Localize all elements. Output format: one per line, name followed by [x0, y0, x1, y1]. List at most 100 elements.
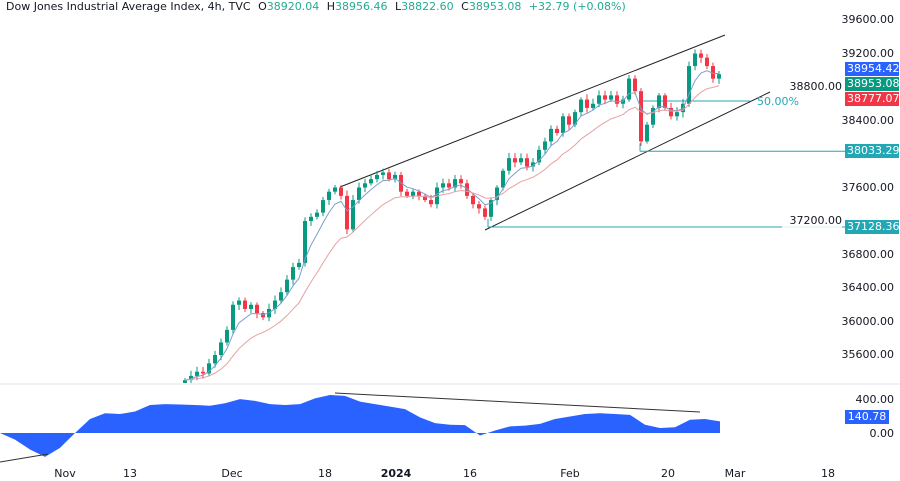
- channel-lower-line: [484, 91, 771, 231]
- high-label: H: [326, 0, 336, 13]
- close-value: 38953.08: [468, 0, 522, 13]
- price-pane: [183, 34, 845, 383]
- channel-upper-line: [339, 34, 726, 188]
- candle-body: [693, 53, 697, 67]
- candle-body: [507, 158, 511, 171]
- candle-body: [711, 66, 715, 79]
- price-tag: 38953.08: [845, 77, 900, 91]
- candle-body: [549, 128, 553, 142]
- ohlc-high: H38956.46: [327, 0, 388, 13]
- price-axis-label: 39600.00: [841, 13, 895, 26]
- candle-body: [555, 128, 559, 134]
- candle-body: [231, 304, 235, 330]
- price-axis-label: 35600.00: [841, 348, 895, 361]
- candle-body: [705, 57, 709, 67]
- ohlc-open: O38920.04: [258, 0, 319, 13]
- candle-body: [537, 149, 541, 163]
- candle-body: [387, 172, 391, 180]
- price-tag: 38777.07: [845, 92, 900, 106]
- price-axis-label: 36800.00: [841, 247, 895, 261]
- candle-body: [381, 172, 385, 175]
- candle-body: [183, 380, 187, 383]
- candle-body: [441, 183, 445, 188]
- oscillator-divergence-line: [334, 392, 701, 413]
- close-label: C: [461, 0, 469, 13]
- level-tag: 37128.36: [845, 219, 900, 234]
- candle-body: [303, 221, 307, 263]
- candle-body: [195, 371, 199, 376]
- price-axis-label: 36000.00: [841, 314, 895, 328]
- candle-body: [333, 187, 337, 192]
- candle-body: [339, 187, 343, 196]
- candle-body: [471, 195, 475, 205]
- low-label: L: [395, 0, 402, 13]
- candle-body: [657, 95, 661, 108]
- candle-body: [543, 141, 547, 150]
- ohlc-close: C38953.08: [461, 0, 521, 13]
- candle-body: [651, 107, 655, 125]
- candle-body: [249, 304, 253, 309]
- candle-body: [225, 329, 229, 343]
- price-tag: 38954.42: [845, 62, 900, 76]
- candle-body: [489, 200, 493, 217]
- candle-body: [717, 74, 721, 79]
- candle-body: [285, 279, 289, 293]
- change-value: +32.79 (+0.08%): [528, 0, 626, 13]
- open-value: 38920.04: [266, 0, 320, 13]
- candle-body: [213, 355, 217, 364]
- time-axis-label: Feb: [560, 467, 580, 480]
- candle-body: [429, 200, 433, 205]
- time-axis-label: 13: [123, 467, 137, 480]
- candle-body: [615, 95, 619, 104]
- oscillator-value-tag: 140.78: [845, 410, 889, 424]
- candle-body: [351, 200, 355, 230]
- candle-body: [483, 208, 487, 217]
- candle-body: [279, 292, 283, 301]
- candle-body: [405, 191, 409, 196]
- candle-body: [417, 191, 421, 196]
- low-value: 38822.60: [401, 0, 454, 13]
- high-value: 38956.46: [335, 0, 388, 13]
- candle-body: [315, 212, 319, 217]
- candle-body: [369, 179, 373, 184]
- candle-body: [207, 363, 211, 374]
- candle-body: [525, 158, 529, 167]
- candle-body: [273, 300, 277, 309]
- candle-body: [501, 170, 505, 188]
- time-axis-label: 20: [661, 467, 675, 480]
- candle-body: [219, 342, 223, 355]
- candle-body: [573, 112, 577, 125]
- candle-body: [465, 183, 469, 196]
- price-axis-label: 38800.00: [782, 80, 842, 94]
- candle-body: [561, 116, 565, 134]
- candle-body: [423, 195, 427, 201]
- price-axis-label: 38400.00: [841, 113, 895, 127]
- candle-body: [603, 95, 607, 100]
- candle-body: [459, 179, 463, 184]
- chart-legend: Dow Jones Industrial Average Index, 4h, …: [6, 0, 630, 14]
- candle-body: [345, 195, 349, 230]
- candle-body: [363, 183, 367, 188]
- candle-body: [291, 267, 295, 280]
- candle-body: [189, 375, 193, 381]
- time-axis-label: 18: [821, 467, 835, 480]
- candle-body: [237, 300, 241, 305]
- time-axis-label: Nov: [54, 467, 76, 480]
- candle-body: [609, 95, 613, 100]
- candle-body: [447, 183, 451, 188]
- candle-body: [477, 204, 481, 209]
- price-axis-label: 36400.00: [841, 281, 895, 294]
- candle-body: [699, 53, 703, 58]
- oscillator-axis-label: 400.00: [855, 393, 895, 406]
- candle-body: [645, 124, 649, 142]
- candle-body: [513, 158, 517, 163]
- price-axis-label: 37600.00: [841, 180, 895, 194]
- candle-body: [663, 95, 667, 108]
- candle-body: [201, 371, 205, 374]
- price-axis-label: 39200.00: [841, 46, 895, 60]
- candle-body: [531, 162, 535, 167]
- candle-body: [519, 158, 523, 163]
- candle-body: [411, 191, 415, 196]
- candle-body: [297, 262, 301, 268]
